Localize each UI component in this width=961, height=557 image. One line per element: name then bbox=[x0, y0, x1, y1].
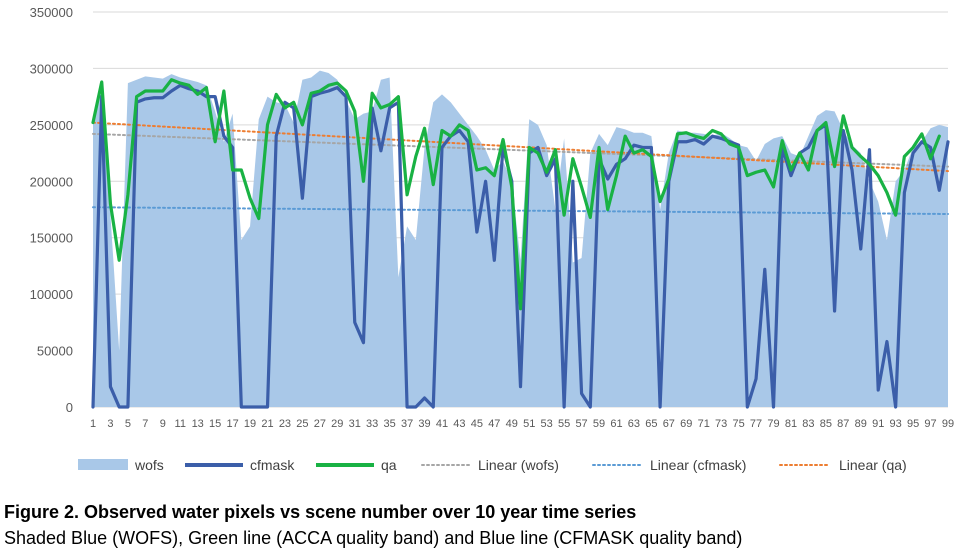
x-tick-label: 69 bbox=[680, 418, 692, 430]
x-tick-label: 55 bbox=[558, 418, 570, 430]
legend-item: Linear (wofs) bbox=[421, 457, 559, 473]
x-tick-label: 33 bbox=[366, 418, 378, 430]
y-tick-label: 350000 bbox=[30, 5, 73, 20]
legend: wofs cfmask qa Linear (wofs) Linear (cfmask)… bbox=[78, 457, 907, 473]
x-tick-label: 61 bbox=[610, 418, 622, 430]
legend-label: wofs bbox=[134, 457, 164, 473]
x-tick-label: 93 bbox=[890, 418, 902, 430]
legend-label: Linear (cfmask) bbox=[650, 457, 746, 473]
x-tick-label: 73 bbox=[715, 418, 727, 430]
x-tick-label: 49 bbox=[506, 418, 518, 430]
x-tick-label: 37 bbox=[401, 418, 413, 430]
x-tick-label: 53 bbox=[541, 418, 553, 430]
x-tick-label: 11 bbox=[175, 418, 186, 430]
y-tick-label: 0 bbox=[66, 400, 73, 415]
legend-item: wofs bbox=[78, 457, 164, 473]
figure-caption-title: Figure 2. Observed water pixels vs scene… bbox=[4, 502, 637, 522]
legend-swatch bbox=[78, 459, 128, 470]
x-tick-label: 47 bbox=[488, 418, 500, 430]
x-tick-label: 19 bbox=[244, 418, 256, 430]
x-tick-label: 25 bbox=[296, 418, 308, 430]
x-tick-label: 83 bbox=[802, 418, 814, 430]
x-tick-label: 51 bbox=[523, 418, 535, 430]
x-tick-label: 43 bbox=[453, 418, 465, 430]
x-tick-label: 5 bbox=[125, 418, 131, 430]
x-tick-label: 91 bbox=[872, 418, 884, 430]
x-tick-label: 59 bbox=[593, 418, 605, 430]
y-tick-label: 250000 bbox=[30, 118, 73, 133]
x-tick-label: 29 bbox=[331, 418, 343, 430]
x-tick-label: 13 bbox=[192, 418, 204, 430]
x-tick-label: 1 bbox=[90, 418, 96, 430]
x-tick-label: 21 bbox=[261, 418, 273, 430]
x-tick-label: 89 bbox=[855, 418, 867, 430]
legend-item: Linear (qa) bbox=[779, 457, 907, 473]
y-tick-label: 50000 bbox=[37, 344, 73, 359]
x-tick-label: 79 bbox=[767, 418, 779, 430]
y-tick-label: 100000 bbox=[30, 287, 73, 302]
x-tick-label: 95 bbox=[907, 418, 919, 430]
x-tick-label: 67 bbox=[663, 418, 675, 430]
legend-label: qa bbox=[381, 457, 397, 473]
x-tick-label: 39 bbox=[418, 418, 430, 430]
chart: 0 50000 100000 150000 200000 250000 300000 3500… bbox=[30, 5, 955, 473]
y-tick-label: 300000 bbox=[30, 61, 73, 76]
x-tick-label: 35 bbox=[384, 418, 396, 430]
x-tick-label: 45 bbox=[471, 418, 483, 430]
y-axis: 0 50000 100000 150000 200000 250000 300000 3500… bbox=[30, 5, 73, 415]
legend-label: Linear (qa) bbox=[839, 457, 907, 473]
x-tick-label: 27 bbox=[314, 418, 326, 430]
y-tick-label: 150000 bbox=[30, 231, 73, 246]
legend-item: qa bbox=[316, 457, 397, 473]
x-tick-label: 7 bbox=[142, 418, 148, 430]
x-tick-label: 63 bbox=[628, 418, 640, 430]
legend-item: Linear (cfmask) bbox=[592, 457, 746, 473]
x-tick-label: 41 bbox=[436, 418, 448, 430]
x-tick-label: 87 bbox=[837, 418, 849, 430]
series-line-layer bbox=[91, 78, 950, 409]
figure-caption-subtitle: Shaded Blue (WOFS), Green line (ACCA qua… bbox=[4, 528, 743, 548]
legend-item: cfmask bbox=[185, 457, 295, 473]
x-tick-label: 81 bbox=[785, 418, 797, 430]
x-tick-label: 3 bbox=[107, 418, 113, 430]
x-tick-label: 97 bbox=[924, 418, 936, 430]
trendline-linear-wofs bbox=[92, 132, 949, 168]
series-line-qa bbox=[91, 78, 941, 311]
x-tick-label: 31 bbox=[349, 418, 361, 430]
series-line-cfmask bbox=[91, 83, 950, 409]
x-tick-label: 71 bbox=[698, 418, 710, 430]
legend-label: Linear (wofs) bbox=[478, 457, 559, 473]
x-tick-label: 57 bbox=[575, 418, 587, 430]
x-tick-label: 15 bbox=[209, 418, 221, 430]
x-tick-label: 75 bbox=[732, 418, 744, 430]
legend-label: cfmask bbox=[250, 457, 295, 473]
x-tick-label: 17 bbox=[226, 418, 238, 430]
x-tick-label: 9 bbox=[160, 418, 166, 430]
x-tick-label: 99 bbox=[942, 418, 954, 430]
x-tick-label: 77 bbox=[750, 418, 762, 430]
x-tick-label: 65 bbox=[645, 418, 657, 430]
y-tick-label: 200000 bbox=[30, 174, 73, 189]
x-axis: 1 3 5 7 9 11 13 15 17 19 21 23 25 27 29 31 33 35 37 39 41 43 4… bbox=[90, 418, 954, 430]
trendline-linear-qa bbox=[92, 121, 949, 173]
x-tick-label: 23 bbox=[279, 418, 291, 430]
x-tick-label: 85 bbox=[820, 418, 832, 430]
